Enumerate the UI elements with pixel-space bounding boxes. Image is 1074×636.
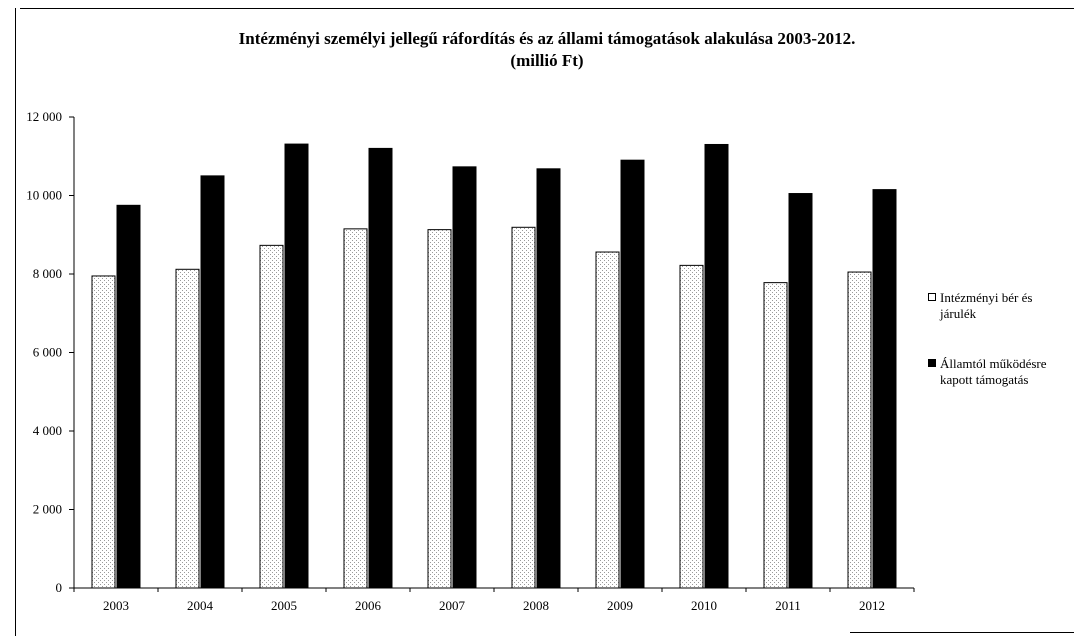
x-tick-label-2011: 2011: [775, 598, 801, 613]
frame-top-border: [20, 8, 1074, 9]
bar-wages-2009: [595, 251, 620, 589]
legend-label-subsidy: Államtól működésre kapott támogatás: [940, 356, 1047, 387]
bar-subsidy-2004: [200, 175, 225, 589]
bar-wages-2006: [343, 228, 368, 589]
bar-subsidy-2010: [704, 143, 729, 589]
y-tick-label: 0: [56, 580, 63, 595]
bar-wages-2004: [175, 268, 200, 589]
bar-wages-2011: [763, 282, 788, 589]
x-tick-label-2004: 2004: [187, 598, 214, 613]
legend-item-subsidy: Államtól működésre kapott támogatás: [928, 356, 1074, 388]
bar-wages-2007: [427, 229, 452, 589]
bar-subsidy-2008: [536, 168, 561, 589]
frame-bottom-border: [850, 632, 1074, 633]
chart-title: Intézményi személyi jellegű ráfordítás é…: [238, 29, 856, 48]
bar-subsidy-2005: [284, 143, 309, 589]
legend-label-wages: Intézményi bér és járulék: [940, 290, 1033, 321]
x-tick-label-2009: 2009: [607, 598, 633, 613]
bar-wages-2012: [847, 271, 872, 589]
bar-wages-2003: [91, 275, 116, 589]
bar-wages-2005: [259, 244, 284, 589]
x-tick-label-2007: 2007: [439, 598, 466, 613]
bar-subsidy-2003: [116, 204, 141, 589]
bar-subsidy-2006: [368, 147, 393, 589]
y-tick-label: 8 000: [33, 266, 62, 281]
y-tick-label: 6 000: [33, 345, 62, 360]
chart-title-block: Intézményi személyi jellegű ráfordítás é…: [20, 28, 1074, 72]
axes-layer: 2003 2004 2005 2006 2007 2008 2009 2010 2011 2012…: [26, 109, 915, 613]
chart-subtitle: (millió Ft): [510, 51, 584, 70]
x-tick-label-2012: 2012: [859, 598, 885, 613]
bar-subsidy-2012: [872, 189, 897, 589]
x-tick-label-2005: 2005: [271, 598, 297, 613]
bar-wages-2010: [679, 264, 704, 589]
y-tick-label: 4 000: [33, 423, 62, 438]
legend-item-wages: Intézményi bér és járulék: [928, 290, 1074, 322]
x-tick-label-2006: 2006: [355, 598, 382, 613]
x-tick-label-2003: 2003: [103, 598, 129, 613]
bar-subsidy-2011: [788, 193, 813, 589]
x-tick-label-2010: 2010: [691, 598, 717, 613]
x-tick-label-2008: 2008: [523, 598, 549, 613]
legend-swatch-subsidy: [928, 359, 936, 367]
frame-left-border: [15, 8, 16, 636]
y-tick-label: 10 000: [26, 188, 62, 203]
y-tick-label: 2 000: [33, 502, 62, 517]
bar-wages-2008: [511, 226, 536, 589]
bar-subsidy-2009: [620, 159, 645, 589]
legend: Intézményi bér és járulék Államtól működé…: [928, 290, 1074, 422]
bar-subsidy-2007: [452, 166, 477, 589]
bars-layer: [91, 143, 897, 589]
y-tick-label: 12 000: [26, 109, 62, 124]
legend-swatch-wages: [928, 293, 936, 301]
